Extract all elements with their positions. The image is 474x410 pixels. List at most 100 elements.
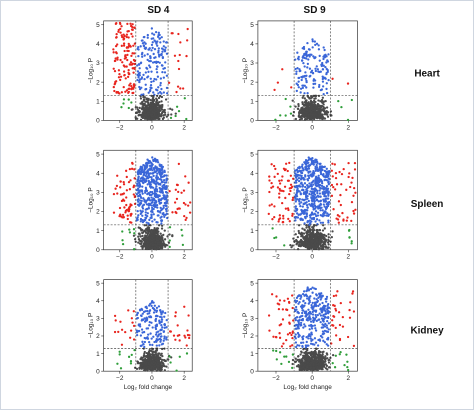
- point-blue: [137, 195, 140, 198]
- point-blue: [318, 186, 321, 189]
- point-grey: [155, 359, 158, 362]
- points: [112, 21, 189, 121]
- point-blue: [153, 179, 156, 183]
- point-blue: [142, 35, 145, 39]
- point-blue: [319, 200, 322, 203]
- point-blue: [156, 169, 159, 172]
- point-red: [278, 196, 281, 199]
- point-blue: [139, 220, 142, 223]
- point-blue: [322, 85, 325, 88]
- point-blue: [317, 85, 321, 88]
- point-blue: [305, 215, 309, 218]
- point-grey: [314, 97, 317, 100]
- point-grey: [305, 111, 308, 114]
- point-green: [121, 239, 124, 242]
- point-blue: [151, 220, 154, 223]
- point-grey: [145, 227, 149, 230]
- point-grey: [146, 229, 149, 232]
- point-green: [283, 244, 286, 247]
- y-tick-label: 5: [96, 280, 100, 287]
- point-blue: [135, 313, 139, 317]
- point-red: [124, 56, 128, 59]
- point-blue: [162, 212, 165, 215]
- point-grey: [302, 94, 305, 98]
- point-red: [177, 59, 180, 63]
- point-grey: [315, 228, 319, 232]
- point-red: [113, 314, 117, 317]
- point-grey: [321, 115, 325, 119]
- point-red: [188, 211, 192, 214]
- point-red: [168, 330, 172, 333]
- point-grey: [163, 111, 167, 114]
- point-blue: [144, 71, 147, 74]
- point-blue: [150, 210, 153, 213]
- point-red: [124, 77, 127, 80]
- point-red: [272, 164, 276, 168]
- point-blue: [158, 173, 162, 176]
- x-tick-label: 2: [347, 375, 351, 382]
- point-red: [277, 220, 280, 223]
- point-blue: [146, 36, 149, 39]
- point-blue: [147, 340, 151, 344]
- y-tick-label: 4: [96, 170, 100, 177]
- point-grey: [160, 227, 164, 230]
- column-title-sd4: SD 4: [147, 5, 170, 16]
- point-blue: [156, 196, 160, 199]
- point-blue: [150, 49, 153, 52]
- point-blue: [323, 169, 326, 173]
- point-red: [123, 206, 126, 209]
- point-blue: [313, 189, 316, 193]
- point-blue: [147, 315, 151, 318]
- point-green: [181, 243, 185, 247]
- point-blue: [139, 61, 143, 64]
- point-blue: [154, 319, 157, 323]
- point-green: [128, 228, 131, 231]
- point-blue: [162, 194, 165, 197]
- point-blue: [297, 184, 301, 188]
- point-grey: [298, 115, 301, 119]
- point-red: [129, 179, 132, 182]
- point-blue: [137, 323, 141, 326]
- point-red: [268, 190, 271, 194]
- point-blue: [154, 56, 157, 59]
- point-blue: [306, 221, 309, 224]
- point-red: [352, 212, 356, 215]
- point-blue: [325, 87, 328, 91]
- point-grey: [143, 239, 146, 242]
- point-blue: [160, 318, 164, 321]
- point-blue: [322, 55, 325, 58]
- point-red: [286, 207, 290, 210]
- point-red: [287, 179, 291, 182]
- point-blue: [160, 167, 164, 170]
- point-blue: [149, 316, 153, 319]
- point-red: [345, 219, 348, 222]
- point-blue: [163, 335, 166, 338]
- point-green: [185, 117, 188, 121]
- point-red: [127, 73, 131, 76]
- point-green: [183, 97, 186, 100]
- point-grey: [154, 351, 157, 354]
- point-blue: [302, 61, 305, 65]
- point-grey: [314, 236, 317, 239]
- point-grey: [140, 245, 143, 248]
- point-blue: [160, 215, 163, 218]
- point-grey: [158, 100, 161, 104]
- point-red: [112, 51, 115, 54]
- point-blue: [161, 342, 165, 345]
- point-red: [112, 192, 116, 196]
- point-grey: [307, 247, 310, 250]
- point-blue: [156, 60, 160, 64]
- point-red: [338, 215, 341, 218]
- point-red: [130, 32, 133, 35]
- point-grey: [312, 104, 315, 107]
- point-blue: [136, 64, 139, 67]
- point-blue: [311, 46, 314, 49]
- point-blue: [141, 178, 144, 182]
- point-blue: [296, 208, 299, 211]
- point-grey: [167, 113, 170, 116]
- point-blue: [317, 183, 320, 187]
- point-blue: [314, 210, 318, 213]
- point-red: [184, 175, 187, 178]
- point-blue: [301, 86, 305, 90]
- point-blue: [141, 308, 144, 312]
